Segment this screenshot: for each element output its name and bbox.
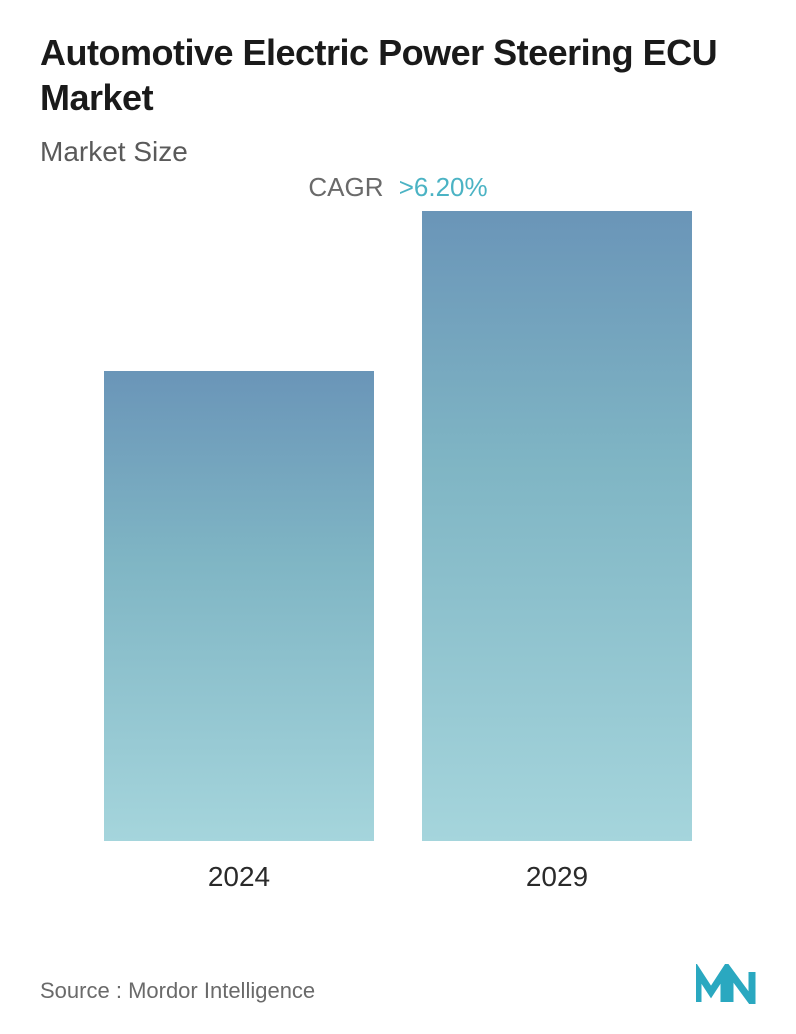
- chart-title: Automotive Electric Power Steering ECU M…: [40, 30, 756, 120]
- bar-2024: [104, 371, 374, 841]
- bar-label-2024: 2024: [208, 861, 270, 893]
- cagr-row: CAGR >6.20%: [40, 172, 756, 203]
- source-name: Mordor Intelligence: [128, 978, 315, 1003]
- mordor-logo-icon: [696, 964, 756, 1004]
- bar-group-2024: 2024: [104, 371, 374, 893]
- source-text: Source : Mordor Intelligence: [40, 978, 315, 1004]
- bar-chart: 2024 2029: [40, 233, 756, 893]
- source-label: Source :: [40, 978, 122, 1003]
- bar-label-2029: 2029: [526, 861, 588, 893]
- bar-2029: [422, 211, 692, 841]
- bar-group-2029: 2029: [422, 211, 692, 893]
- footer: Source : Mordor Intelligence: [40, 964, 756, 1004]
- cagr-value: >6.20%: [399, 172, 488, 202]
- cagr-label: CAGR: [308, 172, 383, 202]
- chart-subtitle: Market Size: [40, 136, 756, 168]
